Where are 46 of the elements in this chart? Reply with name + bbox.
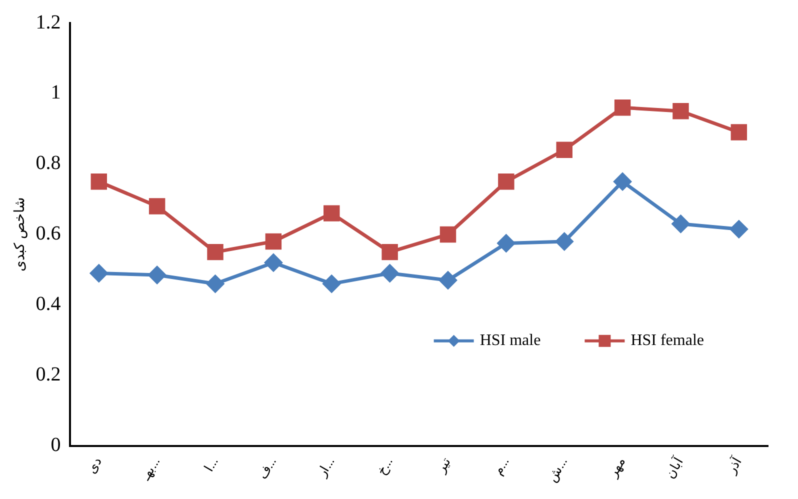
point <box>322 275 340 293</box>
point <box>148 266 166 284</box>
point <box>498 173 514 190</box>
y-tick-label: 0.8 <box>36 152 61 174</box>
point <box>614 172 632 190</box>
point <box>672 215 690 233</box>
x-tick-label: بهـ... <box>137 454 164 484</box>
point <box>556 142 572 158</box>
x-tick-label: خ... <box>374 454 396 478</box>
x-tick-label: ش... <box>544 454 571 485</box>
point <box>206 275 224 293</box>
x-tick-label: م... <box>490 454 513 478</box>
point <box>265 233 282 250</box>
point <box>148 198 166 214</box>
y-tick-label: 0.4 <box>36 293 61 316</box>
x-tick-label: مهر <box>604 454 629 481</box>
y-tick-label: 1 <box>50 82 61 104</box>
x-tick-label: دی <box>83 454 104 476</box>
x-tick-label: آذر <box>722 453 746 478</box>
point <box>672 102 689 120</box>
x-tick-label: ار... <box>314 454 338 480</box>
point <box>614 99 631 116</box>
point <box>556 232 574 250</box>
point <box>381 264 399 282</box>
point <box>382 244 398 260</box>
point <box>730 124 748 140</box>
point <box>497 234 515 252</box>
legend-label: HSI female <box>630 332 704 350</box>
point <box>440 226 456 243</box>
y-tick-label: 1.2 <box>36 11 61 34</box>
point <box>439 272 457 290</box>
y-tick-label: 0 <box>50 434 61 456</box>
point <box>730 220 748 238</box>
point <box>264 254 282 272</box>
y-axis-title: شاخص کبدی <box>13 197 28 272</box>
legend-label: HSI male <box>480 332 541 350</box>
point <box>207 244 224 260</box>
x-tick-label: ف... <box>254 454 280 482</box>
point <box>90 264 108 282</box>
x-tick-label: آبان <box>661 453 687 482</box>
y-tick-label: 0.6 <box>36 222 61 245</box>
point <box>324 205 340 222</box>
x-tick-label: ا... <box>200 454 221 474</box>
y-tick-label: 0.2 <box>36 364 61 386</box>
point <box>90 173 108 190</box>
x-tick-label: تیر <box>432 454 454 476</box>
